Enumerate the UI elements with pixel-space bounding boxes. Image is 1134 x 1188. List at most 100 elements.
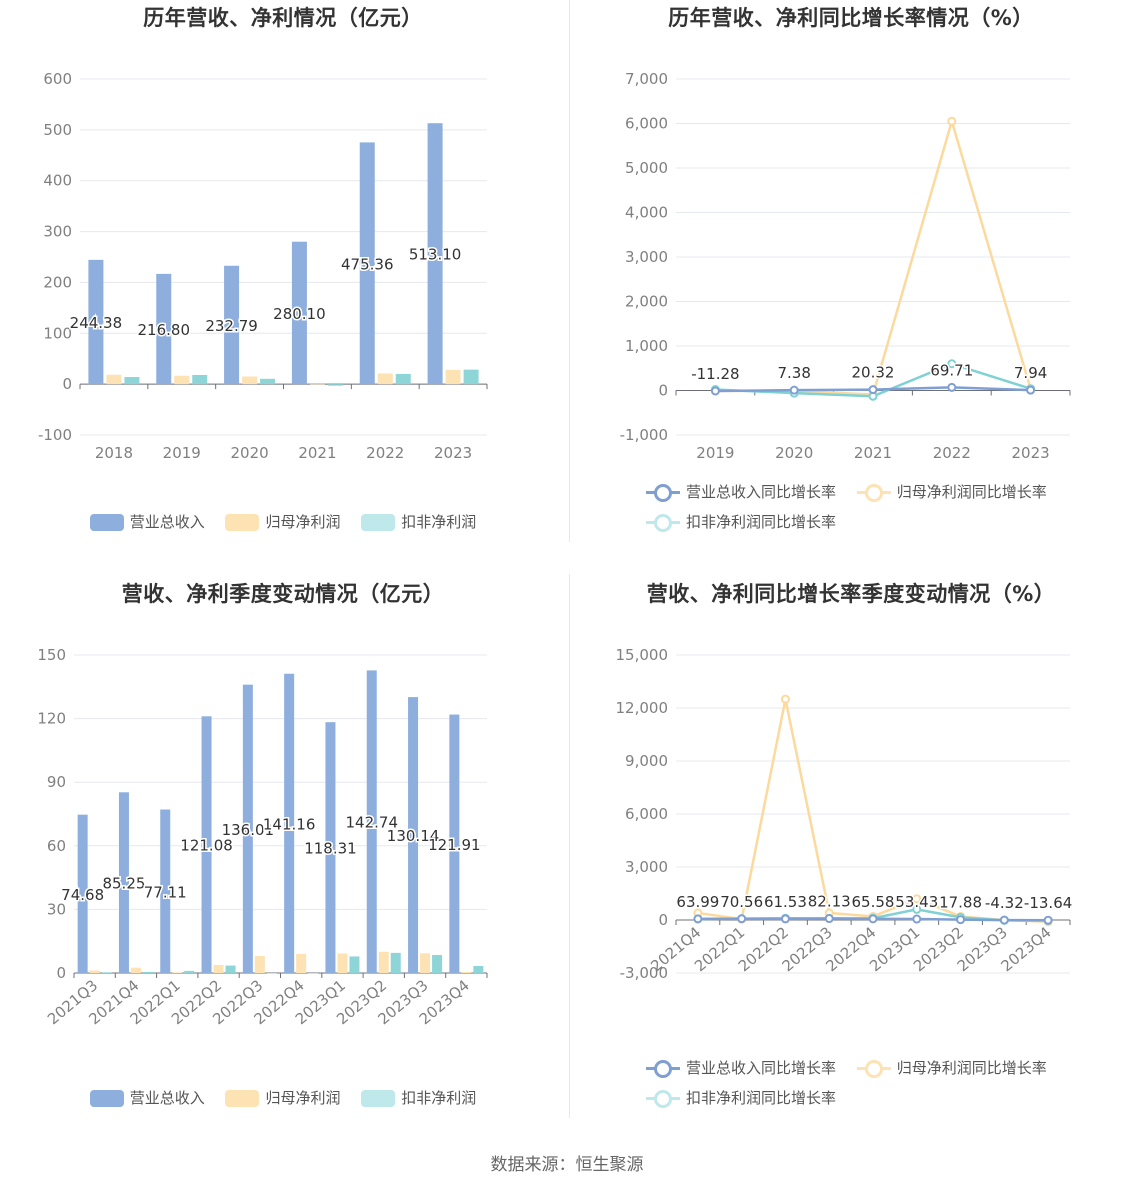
legend-item-deducted-profit[interactable]: 扣非净利润 — [361, 1083, 476, 1113]
chart-title: 营收、净利季度变动情况（亿元） — [121, 582, 445, 606]
bar-revenue — [201, 716, 212, 973]
legend-swatch — [646, 1090, 680, 1108]
y-tick-label: -3,000 — [620, 964, 668, 982]
series-line-net-profit-growth — [697, 697, 1049, 924]
legend-label: 归母净利润 — [265, 1088, 341, 1107]
legend-swatch — [646, 483, 680, 502]
vertical-divider — [569, 0, 570, 542]
legend-swatch — [646, 514, 680, 532]
point-deducted-profit-growth — [947, 359, 957, 369]
point-revenue-growth — [956, 915, 966, 925]
x-tick-label: 2020 — [775, 444, 813, 462]
bar-net-profit — [461, 971, 472, 973]
data-label: 20.32 — [852, 364, 895, 382]
point-revenue-growth — [780, 914, 790, 924]
bar-net-profit — [445, 369, 461, 385]
data-label: 7.94 — [1014, 364, 1047, 382]
bar-net-profit — [106, 374, 122, 385]
y-tick-label: 3,000 — [625, 248, 668, 266]
y-tick-label: 200 — [43, 273, 72, 291]
y-tick-label: 600 — [43, 70, 72, 88]
y-tick-label: 300 — [43, 223, 72, 241]
data-label: 85.25 — [102, 875, 145, 893]
data-label: 69.71 — [930, 361, 973, 379]
legend-label: 营业总收入 — [129, 512, 205, 531]
x-tick-label: 2021 — [298, 444, 336, 462]
legend-item-net-profit-growth[interactable]: 归母净利润同比增长率 — [856, 1053, 1047, 1083]
data-label: 121.08 — [180, 837, 233, 855]
data-label: 74.68 — [61, 886, 104, 904]
quarterly-bar-chart: 030609012015074.682021Q385.252021Q477.11… — [37, 646, 488, 1028]
data-source-note: 数据来源：恒生聚源 — [490, 1155, 644, 1175]
x-tick-label: 2023Q4 — [998, 923, 1055, 975]
bar-deducted-profit — [463, 369, 479, 385]
y-tick-label: 5,000 — [625, 159, 668, 177]
x-tick-label: 2023 — [1012, 444, 1050, 462]
legend-label: 营业总收入同比增长率 — [686, 482, 837, 501]
legend-item-revenue[interactable]: 营业总收入 — [89, 507, 205, 537]
y-tick-label: 0 — [658, 382, 668, 400]
chart-title: 营收、净利同比增长率季度变动情况（%） — [646, 582, 1056, 606]
legend-item-deducted-profit-growth[interactable]: 扣非净利润同比增长率 — [646, 1083, 836, 1113]
legend-swatch — [361, 1089, 396, 1107]
legend-item-net-profit-growth[interactable]: 归母净利润同比增长率 — [856, 477, 1047, 507]
point-deducted-profit-growth — [912, 904, 922, 914]
chart-legend: 营业总收入同比增长率 归母净利润同比增长率 扣非净利润同比增长率 — [638, 476, 1094, 537]
data-label: 118.31 — [304, 840, 357, 858]
legend-item-revenue[interactable]: 营业总收入 — [89, 1083, 205, 1113]
data-label: 65.58 — [852, 893, 895, 911]
x-tick-label: 2019 — [696, 444, 734, 462]
point-revenue-growth — [947, 382, 957, 392]
legend-label: 归母净利润 — [265, 512, 341, 531]
bar-revenue — [242, 684, 253, 973]
bar-net-profit — [130, 967, 141, 973]
data-label: 63.99 — [676, 893, 719, 911]
legend-item-revenue-growth[interactable]: 营业总收入同比增长率 — [646, 477, 836, 507]
bar-net-profit — [213, 964, 224, 973]
x-tick-label: 2023 — [434, 444, 472, 462]
y-tick-label: 400 — [43, 172, 72, 190]
annual-revenue-profit-panel: 历年营收、净利情况（亿元） -100 0 100 200 300 400 500 600 244… — [0, 0, 566, 545]
data-label: 244.38 — [70, 314, 123, 332]
bar-revenue — [325, 722, 336, 973]
legend-label: 扣非净利润 — [401, 1088, 477, 1107]
y-tick-label: 3,000 — [625, 858, 668, 876]
bar-net-profit — [174, 375, 190, 385]
bar-net-profit — [254, 956, 265, 973]
quarterly-revenue-profit-panel: 营收、净利季度变动情况（亿元） 0 30 60 90 120 150 74.68 2021Q3… — [0, 576, 566, 1121]
point-net-profit-growth — [780, 694, 790, 704]
chart-legend: 营业总收入 归母净利润 扣非净利润 — [0, 506, 566, 537]
point-revenue-growth — [710, 386, 720, 396]
legend-item-deducted-profit[interactable]: 扣非净利润 — [361, 507, 476, 537]
data-label: -11.28 — [691, 365, 739, 383]
bar-revenue — [88, 259, 104, 385]
x-tick-label: 2022 — [933, 444, 971, 462]
x-tick-label: 2018 — [95, 444, 133, 462]
bar-revenue — [291, 241, 307, 385]
legend-item-net-profit[interactable]: 归母净利润 — [225, 1083, 341, 1113]
bar-deducted-profit — [308, 973, 319, 974]
chart-title: 历年营收、净利情况（亿元） — [143, 6, 423, 30]
data-label: 513.10 — [409, 246, 462, 264]
y-tick-label: 6,000 — [625, 805, 668, 823]
data-label: 77.11 — [144, 883, 187, 901]
data-label: 130.14 — [387, 827, 440, 845]
data-label: 141.16 — [263, 815, 316, 833]
legend-item-revenue-growth[interactable]: 营业总收入同比增长率 — [646, 1053, 836, 1083]
bar-revenue — [427, 123, 443, 385]
y-tick-label: 0 — [56, 964, 66, 982]
quarterly-line-chart: -3,000 0 3,000 6,000 9,000 12,000 15,000 63.99 2… — [616, 646, 1074, 982]
legend-swatch — [225, 513, 260, 531]
legend-label: 归母净利润同比增长率 — [896, 482, 1047, 501]
quarterly-growth-panel: 营收、净利同比增长率季度变动情况（%） -3,000 0 3,000 6,000 9,0… — [568, 576, 1134, 1121]
chart-title: 历年营收、净利同比增长率情况（%） — [668, 6, 1034, 30]
legend-item-deducted-profit-growth[interactable]: 扣非净利润同比增长率 — [646, 507, 836, 537]
bar-deducted-profit — [142, 971, 153, 973]
legend-swatch — [361, 513, 396, 531]
bar-deducted-profit — [101, 972, 112, 973]
y-tick-label: 30 — [47, 900, 66, 918]
bar-revenue — [366, 670, 377, 973]
legend-item-net-profit[interactable]: 归母净利润 — [225, 507, 341, 537]
y-tick-label: 90 — [47, 773, 66, 791]
bar-deducted-profit — [473, 966, 484, 973]
